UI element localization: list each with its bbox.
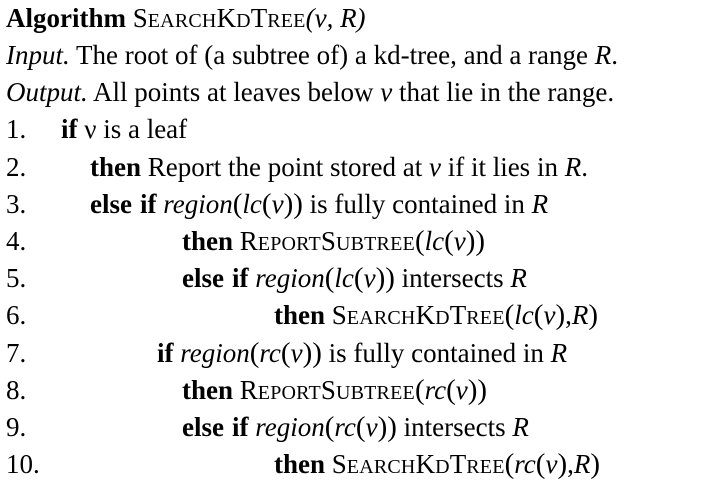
line-number: 10. bbox=[6, 449, 40, 480]
code-line: 10. then SEARCHKDTREE(rc(ν),R) bbox=[6, 446, 698, 483]
keyword-if: if bbox=[157, 337, 174, 368]
keyword-if: if bbox=[231, 411, 249, 442]
code-line: 1. if ν is a leaf bbox=[6, 111, 698, 148]
code-line: 9. else if region(rc(ν)) intersects R bbox=[6, 409, 698, 446]
input-text: The root of (a subtree of) a kd-tree, an… bbox=[69, 40, 595, 70]
algorithm-signature: (ν, R) bbox=[305, 3, 366, 33]
output-node: ν bbox=[380, 77, 393, 108]
line-number: 9. bbox=[6, 411, 27, 442]
input-range: R bbox=[594, 40, 612, 70]
procedure-call: REPORTSUBTREE bbox=[239, 374, 415, 405]
procedure-call: REPORTSUBTREE bbox=[239, 225, 415, 256]
line-number: 2. bbox=[6, 151, 27, 182]
code-line: 5. else if region(lc(ν)) intersects R bbox=[6, 260, 698, 297]
keyword-if: if bbox=[231, 263, 249, 294]
code-line: 2. then Report the point stored at ν if … bbox=[6, 149, 698, 186]
algorithm-keyword: Algorithm bbox=[6, 3, 126, 33]
keyword-else: else bbox=[182, 411, 224, 442]
line-number: 4. bbox=[6, 225, 27, 256]
keyword-if: if bbox=[139, 188, 157, 219]
procedure-call: SEARCHKDTREE bbox=[331, 300, 505, 331]
line-number: 1. bbox=[6, 114, 27, 145]
code-line: 7. if region(rc(ν)) is fully contained i… bbox=[6, 335, 698, 372]
procedure-call: SEARCHKDTREE bbox=[331, 449, 505, 480]
keyword-then: then bbox=[182, 374, 234, 405]
algorithm-title-line: Algorithm SEARCHKDTREE(ν, R) bbox=[6, 0, 698, 37]
keyword-then: then bbox=[274, 300, 326, 331]
keyword-then: then bbox=[274, 449, 326, 480]
code-line: 6. then SEARCHKDTREE(lc(ν),R) bbox=[6, 297, 698, 334]
input-label: Input. bbox=[6, 40, 70, 70]
code-line: 8. then REPORTSUBTREE(rc(ν)) bbox=[6, 372, 698, 409]
line-number: 6. bbox=[6, 300, 27, 331]
line-number: 7. bbox=[6, 337, 27, 368]
algorithm-block: Algorithm SEARCHKDTREE(ν, R) Input. The … bbox=[6, 0, 698, 483]
keyword-then: then bbox=[182, 225, 234, 256]
line-number: 8. bbox=[6, 374, 27, 405]
algorithm-name: SEARCHKDTREE bbox=[132, 3, 306, 33]
keyword-else: else bbox=[182, 263, 224, 294]
code-line: 4. then REPORTSUBTREE(lc(ν)) bbox=[6, 223, 698, 260]
keyword-then: then bbox=[90, 151, 142, 182]
output-label: Output. bbox=[6, 77, 88, 108]
output-text: All points at leaves below bbox=[87, 77, 381, 108]
keyword-if: if bbox=[61, 114, 78, 145]
line-number: 5. bbox=[6, 263, 27, 294]
output-line: Output. All points at leaves below ν tha… bbox=[6, 77, 615, 108]
input-line: Input. The root of (a subtree of) a kd-t… bbox=[6, 40, 619, 70]
code-line: 3. else if region(lc(ν)) is fully contain… bbox=[6, 186, 698, 223]
line-number: 3. bbox=[6, 188, 27, 219]
keyword-else: else bbox=[90, 188, 132, 219]
